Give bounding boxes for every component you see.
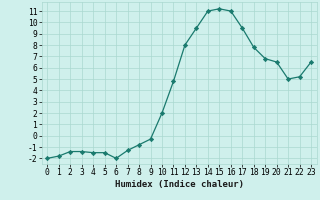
X-axis label: Humidex (Indice chaleur): Humidex (Indice chaleur) — [115, 180, 244, 189]
